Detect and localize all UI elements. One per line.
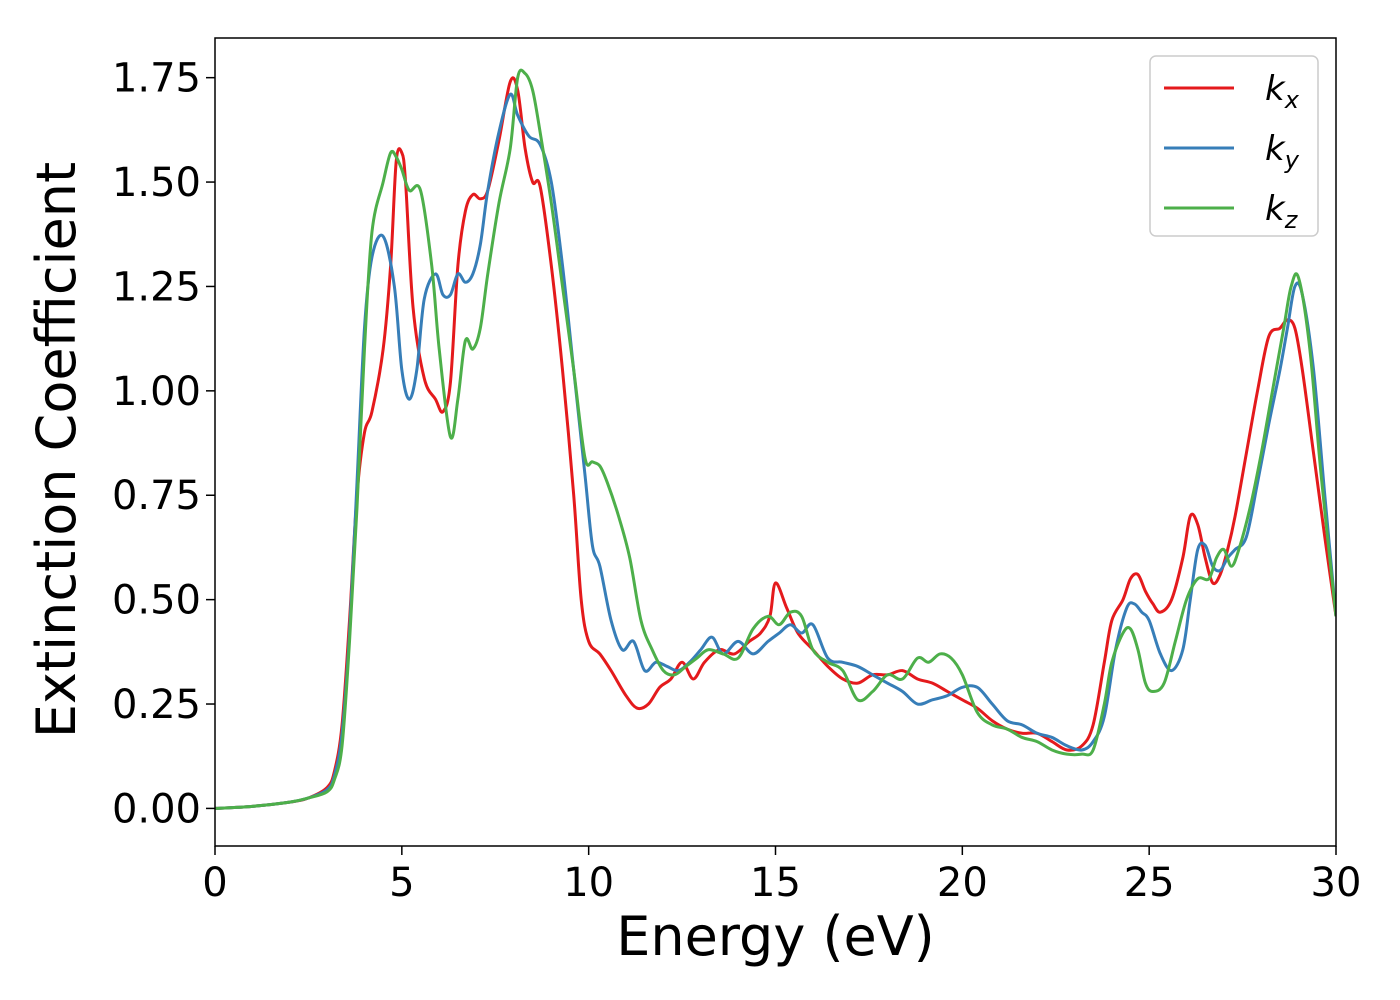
y-tick-label: 0.50 — [112, 578, 201, 624]
x-tick-label: 5 — [389, 860, 414, 906]
legend-box — [1149, 55, 1319, 237]
y-tick-label: 1.50 — [112, 160, 201, 206]
series-line-y — [215, 92, 1336, 810]
y-tick-label: 0.75 — [112, 473, 201, 519]
y-tick-label: 1.00 — [112, 369, 201, 415]
legend: kx ky kz — [1149, 55, 1319, 237]
series-line-z — [215, 68, 1336, 810]
y-tick-label: 1.25 — [112, 264, 201, 310]
y-tick-label: 1.75 — [112, 56, 201, 102]
series-layer — [215, 68, 1336, 810]
x-axis: 0 5 10 15 20 25 30 — [202, 846, 1361, 906]
legend-label-y: ky — [1265, 129, 1300, 174]
y-axis-label: Extinction Coefficient — [25, 162, 88, 738]
y-tick-label: 0.00 — [112, 786, 201, 832]
x-tick-label: 30 — [1311, 860, 1362, 906]
x-axis-label: Energy (eV) — [616, 905, 935, 968]
x-tick-label: 10 — [563, 860, 614, 906]
y-tick-label: 0.25 — [112, 682, 201, 728]
x-tick-label: 0 — [202, 860, 227, 906]
legend-label-z: kz — [1265, 189, 1299, 234]
x-tick-label: 25 — [1124, 860, 1175, 906]
x-tick-label: 15 — [750, 860, 801, 906]
x-tick-label: 20 — [937, 860, 988, 906]
y-axis: 0.00 0.25 0.50 0.75 1.00 1.25 1.50 1.75 — [112, 56, 215, 832]
legend-label-x: kx — [1265, 69, 1300, 114]
series-line-x — [215, 76, 1336, 810]
